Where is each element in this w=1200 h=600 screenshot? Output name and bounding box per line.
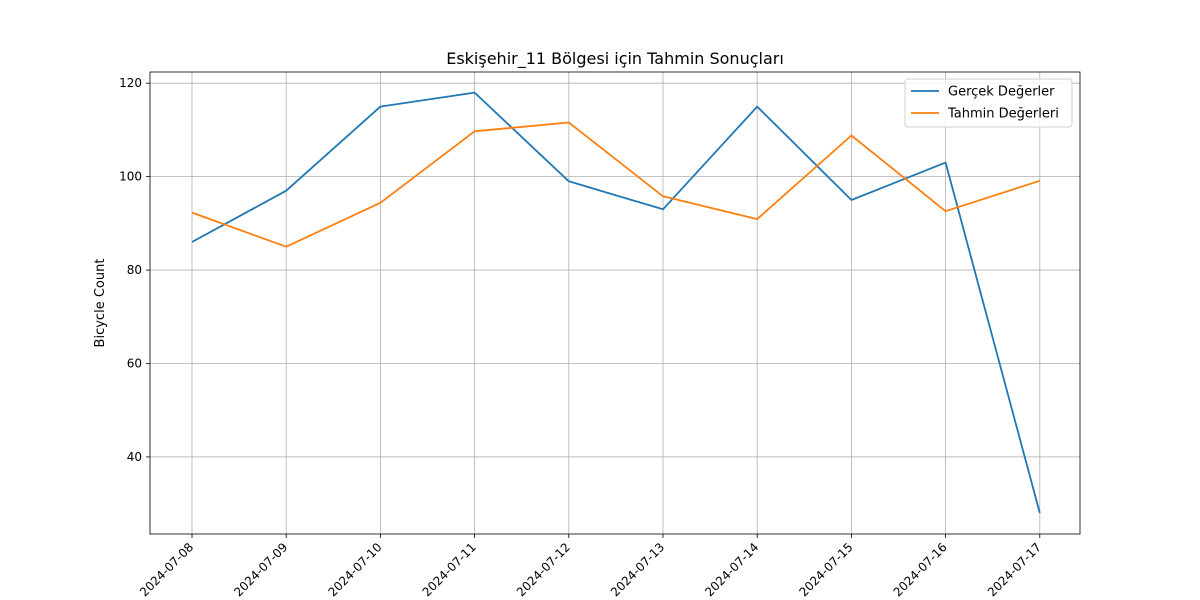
- legend-entry: Gerçek Değerler: [948, 85, 1055, 100]
- grid: [150, 72, 1080, 534]
- x-tick-label: 2024-07-11: [420, 540, 479, 599]
- legend: Gerçek Değerler Tahmin Değerleri: [904, 78, 1073, 128]
- y-tick-label: 40: [127, 450, 142, 464]
- plot-frame: [149, 71, 1081, 535]
- x-tick-label: 2024-07-17: [985, 540, 1044, 599]
- legend-box: [904, 78, 1073, 128]
- series-lines: [191, 91, 1041, 514]
- x-tick-label: 2024-07-08: [137, 540, 196, 599]
- chart-title: Eskişehir_11 Bölgesi için Tahmin Sonuçla…: [446, 49, 784, 69]
- series-line-2: [191, 121, 1041, 248]
- x-tick-label: 2024-07-09: [231, 540, 290, 599]
- y-tick-label: 120: [119, 76, 142, 90]
- axes: 2024-07-08 2024-07-09 2024-07-10 2024-07-11…: [119, 71, 1081, 599]
- x-tick-label: 2024-07-16: [891, 540, 950, 599]
- y-tick-label: 100: [119, 170, 142, 184]
- y-tick-label: 60: [127, 356, 142, 370]
- y-axis-label: Bicycle Count: [93, 259, 108, 348]
- x-tick-label: 2024-07-14: [702, 540, 761, 599]
- y-tick-label: 80: [127, 263, 142, 277]
- x-tick-label: 2024-07-13: [608, 540, 667, 599]
- x-tick-label: 2024-07-10: [325, 540, 384, 599]
- legend-entry: Tahmin Değerleri: [947, 107, 1059, 122]
- x-tick-label: 2024-07-15: [796, 540, 855, 599]
- series-line-1: [191, 91, 1041, 514]
- x-tick-label: 2024-07-12: [514, 540, 573, 599]
